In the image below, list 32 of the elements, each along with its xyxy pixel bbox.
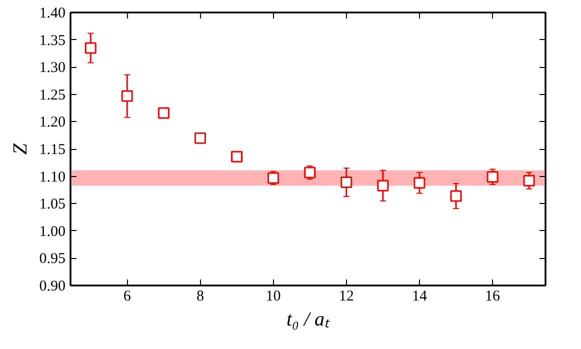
y-tick-label: 1.25 bbox=[39, 87, 66, 104]
y-tick-label: 0.90 bbox=[39, 278, 66, 294]
x-tick-label: 16 bbox=[485, 288, 501, 304]
y-axis-title: Z bbox=[9, 142, 32, 155]
x-tick-label: 10 bbox=[266, 288, 281, 304]
y-tick-label: 1.10 bbox=[39, 169, 66, 186]
x-tick-label: 12 bbox=[338, 288, 354, 304]
point bbox=[486, 171, 498, 183]
y-tick-label: 1.30 bbox=[39, 60, 66, 76]
y-tick-label: 1.15 bbox=[39, 142, 66, 158]
point bbox=[158, 107, 170, 119]
point bbox=[340, 176, 352, 188]
point bbox=[304, 166, 316, 178]
point bbox=[450, 190, 462, 202]
y-tick-label: 1.20 bbox=[39, 114, 66, 131]
point bbox=[377, 180, 389, 192]
point bbox=[121, 90, 133, 102]
point bbox=[194, 132, 206, 144]
y-tick-label: 1.00 bbox=[39, 224, 66, 240]
x-tick-label: 6 bbox=[123, 288, 132, 304]
point bbox=[231, 150, 242, 162]
y-tick-label: 1.35 bbox=[39, 32, 66, 49]
x-axis-title: t₀ / aₜ bbox=[286, 308, 331, 330]
point bbox=[84, 42, 96, 54]
y-tick-label: 0.95 bbox=[39, 251, 66, 268]
x-tick-label: 8 bbox=[196, 288, 204, 304]
point bbox=[414, 177, 426, 189]
point bbox=[268, 172, 280, 184]
y-tick-label: 1.40 bbox=[39, 6, 66, 22]
y-tick-label: 1.05 bbox=[39, 196, 66, 213]
x-tick-label: 14 bbox=[412, 288, 428, 304]
point bbox=[523, 174, 535, 186]
